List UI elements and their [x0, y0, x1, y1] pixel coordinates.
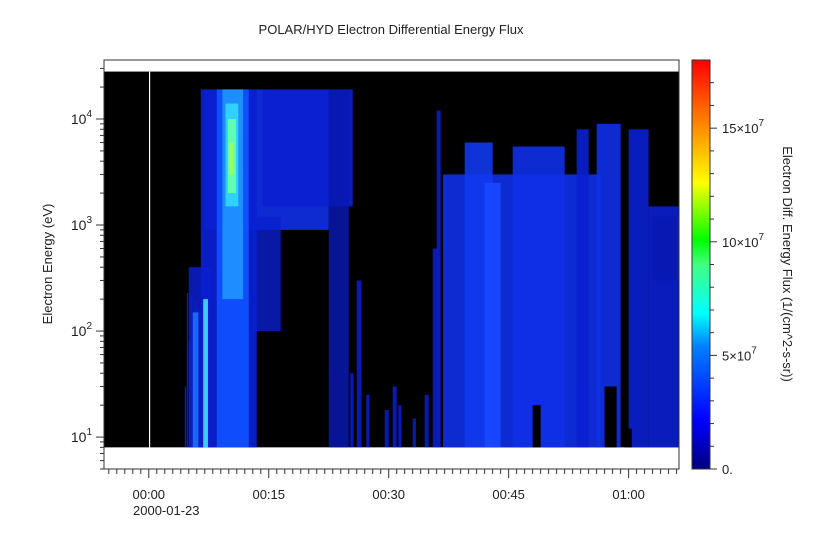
flux-cell [512, 146, 565, 448]
x-tick-label: 00:00 [133, 487, 166, 502]
y-tick-exponent: 2 [86, 321, 92, 332]
flux-cell [424, 394, 429, 448]
colorbar-tick-exponent: 7 [759, 232, 765, 243]
colorbar-tick-label: 15×107 [722, 118, 765, 136]
flux-cell [576, 129, 589, 448]
flux-cell [484, 182, 501, 448]
flux-cell [652, 216, 677, 281]
flux-cell [186, 293, 189, 448]
x-date-label: 2000-01-23 [133, 503, 200, 518]
flux-cell [384, 410, 389, 448]
plot-frame [103, 59, 680, 470]
colorbar-tick-label: 10×107 [722, 232, 765, 250]
flux-cell [398, 405, 402, 448]
flux-cell [624, 428, 632, 448]
flux-cell [229, 142, 234, 175]
flux-cell [356, 280, 362, 448]
x-tick-label: 00:15 [252, 487, 285, 502]
flux-cell [436, 110, 441, 448]
y-axis-label: Electron Energy (eV) [40, 204, 55, 325]
flux-cell [203, 299, 208, 448]
colorbar-tick-label: 5×107 [722, 345, 757, 363]
flux-cell [628, 129, 649, 448]
flux-cell [328, 89, 349, 448]
y-axis: 101 102 103 104 [71, 67, 104, 470]
flux-cell [532, 405, 541, 448]
x-tick-label: 00:45 [492, 487, 525, 502]
flux-cell [366, 394, 370, 448]
y-tick-exponent: 3 [86, 215, 92, 226]
colorbar-tick-exponent: 7 [751, 345, 757, 356]
colorbar-label: Electron Diff. Energy Flux (1/(cm^2-s-sr… [780, 146, 795, 382]
x-tick-label: 01:00 [612, 487, 645, 502]
x-axis: 00:00 00:15 00:30 00:45 01:00 [108, 469, 678, 502]
flux-cell [252, 216, 281, 332]
flux-cell [596, 123, 621, 448]
chart-title: POLAR/HYD Electron Differential Energy F… [259, 22, 524, 37]
flux-cell [392, 386, 397, 448]
flux-cell [184, 386, 187, 448]
spectrogram [104, 71, 679, 448]
colorbar-axis: 0. 5×107 10×107 15×107 [710, 82, 765, 477]
flux-cell [412, 418, 416, 448]
y-tick-label: 103 [71, 215, 93, 233]
flux-cell [432, 248, 439, 448]
y-tick-label: 101 [71, 427, 93, 445]
y-tick-label: 104 [71, 109, 93, 127]
flux-cell [192, 312, 199, 448]
y-tick-label: 102 [71, 321, 93, 339]
colorbar-tick-label: 0. [722, 462, 733, 477]
flux-cell [350, 373, 354, 448]
y-tick-exponent: 4 [86, 109, 92, 120]
colorbar [691, 59, 711, 470]
flux-cell [604, 386, 617, 448]
colorbar-tick-exponent: 7 [759, 118, 765, 129]
x-tick-label: 00:30 [372, 487, 405, 502]
y-tick-exponent: 1 [86, 427, 92, 438]
